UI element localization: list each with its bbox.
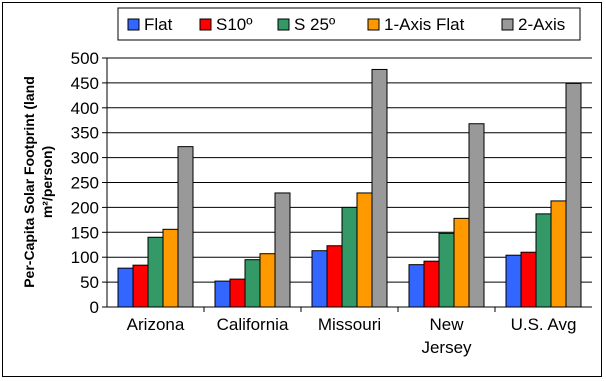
bar-california-4 [274,192,291,308]
y-tick-label: 500 [71,49,99,68]
bar-new-jersey-3 [453,217,470,308]
y-tick-label: 350 [71,124,99,143]
legend-swatch [199,18,212,31]
legend-label: 2-Axis [518,15,565,34]
bar-missouri-3 [356,192,373,308]
legend-swatch [501,18,514,31]
bar-california-2 [244,259,261,308]
bar-arizona-1 [132,264,149,308]
y-axis-label: Per-Capita Solar Footprint (land m²/perso… [21,76,55,288]
y-tick-label: 100 [71,248,99,267]
y-tick-label: 400 [71,99,99,118]
category-label: Jersey [421,338,472,357]
bar-missouri-4 [371,68,388,308]
bar-arizona-3 [162,228,179,308]
bar-u-s-avg-0 [505,254,522,308]
category-labels: Arizona California Missouri New Jersey U.S. A… [127,315,577,357]
bar-new-jersey-4 [468,123,485,308]
legend-label: Flat [144,15,173,34]
bar-california-1 [229,278,246,308]
bar-arizona-0 [117,267,134,308]
bar-missouri-1 [326,245,343,308]
bar-new-jersey-0 [408,264,425,308]
legend-label: S10º [216,15,252,34]
y-tick-label: 250 [71,174,99,193]
y-tick-label: 0 [90,298,99,317]
legend: Flat S10º S 25º 1-Axis Flat 2-Axis [117,7,581,41]
bars [117,68,582,308]
bar-new-jersey-2 [438,232,455,308]
legend-label: S 25º [294,15,335,34]
bar-california-3 [259,253,276,308]
legend-swatch [367,18,380,31]
y-tick-label: 50 [80,273,99,292]
y-tick-label: 450 [71,74,99,93]
chart-frame [2,2,602,377]
legend-swatch [277,18,290,31]
category-label: Missouri [318,315,381,334]
legend-swatch [127,18,140,31]
bar-new-jersey-1 [423,260,440,308]
bar-u-s-avg-1 [520,251,537,308]
y-tick-label: 300 [71,149,99,168]
category-label: U.S. Avg [511,315,577,334]
bar-california-0 [214,280,231,308]
axes [102,57,592,312]
category-label: New [429,315,464,334]
bar-arizona-2 [147,236,164,308]
y-tick-label: 150 [71,223,99,242]
legend-label: 1-Axis Flat [384,15,465,34]
bar-u-s-avg-2 [535,213,552,308]
y-tick-labels: 0 50 100 150 200 250 300 350 400 450 500 [71,49,99,317]
bar-missouri-0 [311,250,328,308]
bar-u-s-avg-4 [565,82,582,308]
y-tick-label: 200 [71,198,99,217]
category-label: California [217,315,289,334]
bar-u-s-avg-3 [550,200,567,308]
y-axis-label-line: Per-Capita Solar Footprint (land [21,76,37,288]
bar-arizona-4 [177,146,194,308]
bar-missouri-2 [341,206,358,308]
category-label: Arizona [127,315,185,334]
y-axis-label-line: m²/person) [39,146,55,218]
